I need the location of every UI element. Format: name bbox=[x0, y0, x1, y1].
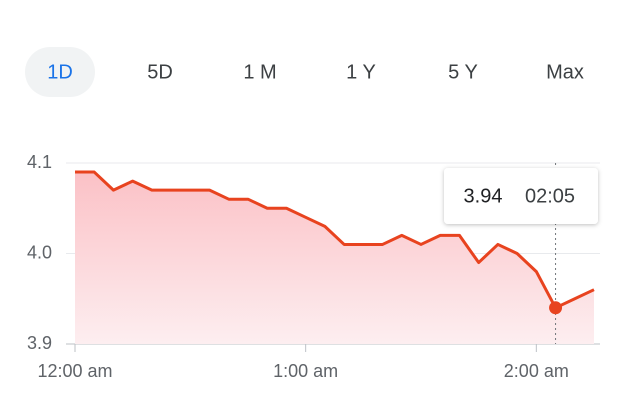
y-tick-label: 4.1 bbox=[27, 152, 52, 172]
line bbox=[75, 170, 595, 310]
y-tick-label: 4.0 bbox=[27, 242, 52, 262]
x-tick-label: 2:00 am bbox=[504, 361, 569, 381]
x-tick-label: 1:00 am bbox=[273, 361, 338, 381]
range-tab[interactable]: 1 M bbox=[243, 61, 276, 83]
range-tab[interactable]: 5 Y bbox=[448, 61, 478, 83]
range-tab[interactable]: Max bbox=[546, 61, 584, 83]
range-tab[interactable]: 1D bbox=[47, 61, 73, 83]
range-tab[interactable]: 5D bbox=[147, 61, 173, 83]
hover-point bbox=[549, 301, 563, 315]
area bbox=[75, 172, 594, 344]
y-tick-label: 3.9 bbox=[27, 333, 52, 353]
range-tabs: 1D 5D 1 M 1 Y 5 Y Max bbox=[25, 47, 584, 97]
tooltip-value: 3.94 bbox=[464, 185, 503, 207]
x-tick-label: 12:00 am bbox=[37, 361, 112, 381]
plot: 4.1 4.0 3.9 12:00 am 1:00 am 2:00 am 3.94 02:05 bbox=[27, 152, 600, 381]
tooltip-time: 02:05 bbox=[525, 185, 575, 207]
range-tab[interactable]: 1 Y bbox=[346, 61, 376, 83]
tooltip-box bbox=[444, 168, 598, 224]
tab-selected-bg bbox=[25, 47, 95, 97]
